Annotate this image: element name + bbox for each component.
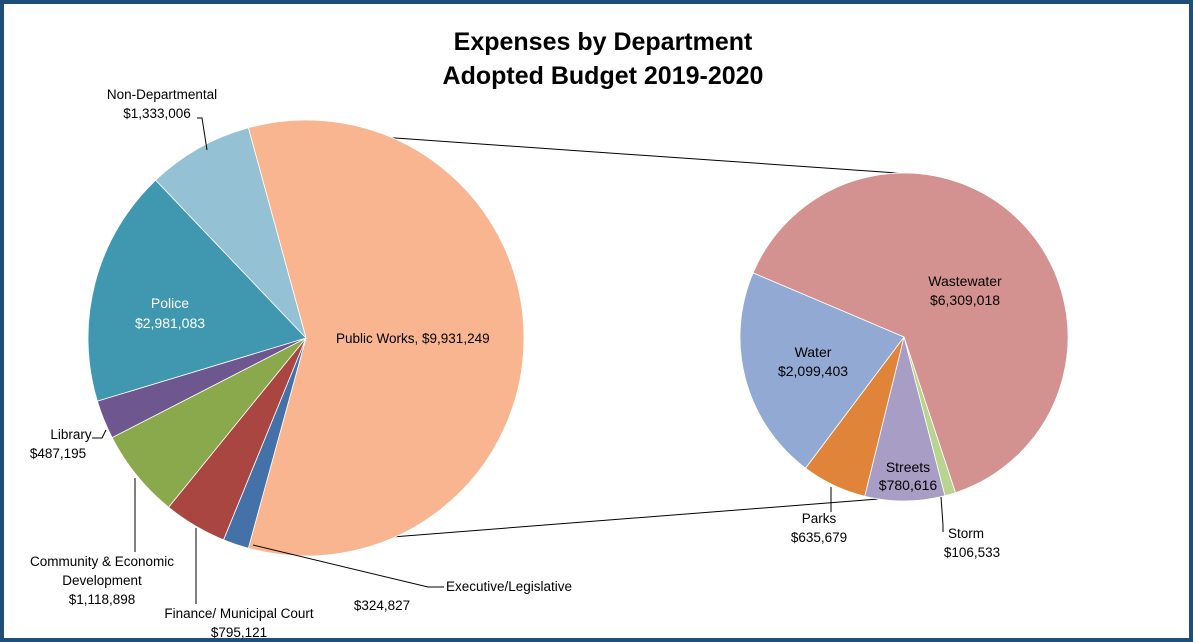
label-wastewater-value: $6,309,018	[930, 292, 1000, 308]
label-public-works: Public Works, $9,931,249	[336, 331, 490, 346]
secondary-pie	[739, 172, 1069, 502]
main-slice-public-works	[247, 119, 525, 557]
label-library-value: $487,195	[30, 446, 86, 461]
label-executive-value: $324,827	[354, 598, 410, 613]
label-nondept-name: Non-Departmental	[107, 87, 217, 102]
label-community-line3: $1,118,898	[69, 592, 136, 607]
leader-library	[92, 429, 107, 439]
label-executive-name: Executive/Legislative	[446, 579, 572, 594]
label-parks-name: Parks	[802, 511, 837, 526]
leader-lines	[92, 117, 944, 604]
label-police-name: Police	[151, 295, 189, 311]
label-community-line2: Development	[62, 573, 142, 588]
label-wastewater-name: Wastewater	[928, 273, 1002, 289]
label-library-name: Library	[50, 427, 92, 442]
main-slice-police	[87, 179, 307, 402]
label-community-line1: Community & Economic	[30, 554, 174, 569]
main-slice-non-departmental	[155, 127, 307, 339]
label-parks-value: $635,679	[791, 530, 847, 545]
leader-nondept	[197, 117, 208, 151]
leader-storm	[940, 496, 944, 532]
main-pie	[87, 119, 525, 557]
label-water-name: Water	[795, 344, 832, 360]
label-water-value: $2,099,403	[778, 363, 848, 379]
label-storm-name: Storm	[948, 526, 984, 541]
leader-executive	[252, 544, 444, 588]
label-nondept-value: $1,333,006	[123, 106, 191, 121]
label-streets-name: Streets	[886, 459, 930, 475]
chart-subtitle: Adopted Budget 2019-2020	[443, 62, 764, 90]
secondary-slice-wastewater	[752, 172, 1069, 494]
secondary-slice-water	[739, 272, 905, 469]
label-finance-name: Finance/ Municipal Court	[164, 606, 314, 621]
label-storm-value: $106,533	[944, 545, 1000, 560]
label-police-value: $2,981,083	[135, 315, 205, 331]
chart-title: Expenses by Department	[454, 28, 753, 56]
label-finance-value: $795,121	[211, 625, 267, 640]
label-streets-value: $780,616	[879, 477, 938, 493]
